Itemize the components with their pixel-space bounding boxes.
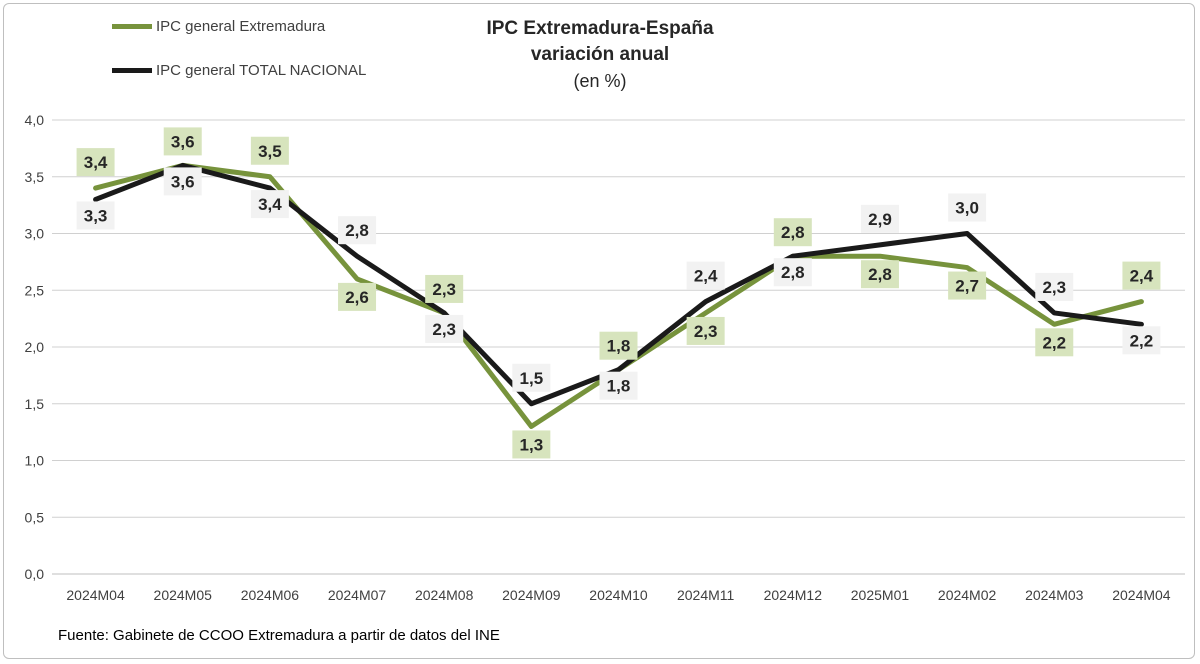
x-tick-label: 2024M12: [764, 587, 823, 603]
data-label-extremadura-bg: [948, 271, 987, 300]
data-label-extremadura: 2,3: [432, 280, 456, 299]
data-label-nacional: 2,3: [1042, 278, 1066, 297]
data-label-extremadura-bg: [773, 218, 812, 247]
data-label-extremadura-bg: [425, 274, 464, 303]
y-tick-label: 3,0: [25, 226, 45, 242]
data-label-extremadura: 2,8: [781, 223, 805, 242]
x-tick-label: 2024M11: [677, 587, 735, 603]
data-label-extremadura-bg: [860, 260, 899, 289]
data-label-extremadura: 2,2: [1042, 333, 1066, 352]
y-tick-label: 1,5: [25, 396, 45, 412]
data-label-nacional-bg: [686, 261, 725, 290]
data-label-extremadura: 1,3: [520, 435, 544, 454]
chart-subtitle-units: (en %): [573, 71, 627, 91]
data-label-extremadura: 1,8: [607, 337, 631, 356]
data-label-nacional-bg: [860, 204, 899, 233]
data-label-nacional-bg: [425, 314, 464, 343]
x-tick-label: 2024M07: [328, 587, 387, 603]
data-label-extremadura-bg: [338, 282, 377, 311]
data-label-nacional-bg: [512, 363, 551, 392]
data-label-nacional-bg: [250, 190, 289, 219]
data-label-nacional: 3,3: [84, 206, 108, 225]
data-label-nacional: 2,9: [868, 210, 892, 229]
legend-swatch-extremadura: [112, 24, 152, 29]
x-tick-label: 2024M10: [589, 587, 648, 603]
data-label-nacional: 3,4: [258, 195, 282, 214]
data-label-nacional-bg: [1122, 326, 1161, 355]
y-tick-label: 4,0: [25, 112, 45, 128]
data-label-nacional-bg: [76, 201, 115, 230]
legend-label-nacional: IPC general TOTAL NACIONAL: [156, 62, 367, 79]
data-label-extremadura-bg: [76, 148, 115, 177]
x-tick-label: 2024M09: [502, 587, 561, 603]
series-line-nacional: [93, 162, 1144, 407]
data-label-nacional: 2,3: [432, 320, 456, 339]
data-label-extremadura: 2,6: [345, 288, 369, 307]
data-label-nacional: 1,8: [607, 377, 631, 396]
legend-swatch-nacional: [112, 68, 152, 73]
data-label-nacional: 3,6: [171, 172, 195, 191]
data-label-extremadura: 3,4: [84, 153, 108, 172]
data-label-nacional-bg: [1035, 272, 1074, 301]
data-label-extremadura: 2,7: [955, 277, 979, 296]
chart-title-block: IPC Extremadura-España variación anual (…: [400, 16, 800, 94]
source-note: Fuente: Gabinete de CCOO Extremadura a p…: [58, 627, 500, 644]
chart-frame: [3, 3, 1195, 659]
y-tick-label: 3,5: [25, 169, 45, 185]
data-label-extremadura: 3,5: [258, 142, 282, 161]
data-label-nacional-bg: [599, 371, 638, 400]
data-label-nacional: 2,8: [781, 263, 805, 282]
x-tick-label: 2024M06: [241, 587, 300, 603]
data-label-extremadura-bg: [686, 316, 725, 345]
y-tick-label: 2,0: [25, 339, 45, 355]
legend-item-extremadura: IPC general Extremadura: [112, 18, 325, 35]
y-tick-label: 2,5: [25, 282, 45, 298]
x-tick-label: 2024M04: [66, 587, 125, 603]
data-label-extremadura-bg: [599, 331, 638, 360]
data-label-nacional-bg: [948, 193, 987, 222]
y-tick-label: 0,0: [25, 566, 45, 582]
data-label-nacional-bg: [338, 216, 377, 245]
data-label-nacional: 2,4: [694, 267, 718, 286]
data-label-nacional: 2,8: [345, 221, 369, 240]
y-tick-label: 1,0: [25, 453, 45, 469]
data-label-nacional-bg: [163, 167, 202, 196]
data-label-nacional: 3,0: [955, 199, 979, 218]
chart-subtitle: variación anual: [530, 44, 670, 65]
data-label-extremadura-bg: [1035, 328, 1074, 357]
data-label-extremadura: 2,4: [1130, 267, 1154, 286]
x-tick-label: 2024M08: [415, 587, 474, 603]
data-label-nacional: 1,5: [520, 369, 544, 388]
data-label-nacional: 2,2: [1130, 331, 1154, 350]
legend-label-extremadura: IPC general Extremadura: [156, 18, 326, 35]
data-label-nacional-bg: [773, 258, 812, 287]
data-label-extremadura-bg: [250, 136, 289, 165]
chart-title: IPC Extremadura-España: [486, 18, 714, 39]
data-label-extremadura: 2,8: [868, 265, 892, 284]
x-tick-label: 2024M03: [1025, 587, 1084, 603]
data-label-extremadura-bg: [512, 430, 551, 459]
y-tick-label: 0,5: [25, 509, 45, 525]
data-label-extremadura-bg: [163, 127, 202, 156]
x-tick-label: 2024M04: [1112, 587, 1171, 603]
data-label-extremadura: 2,3: [694, 322, 718, 341]
data-label-extremadura-bg: [1122, 261, 1161, 290]
x-tick-label: 2024M05: [154, 587, 213, 603]
x-tick-label: 2025M01: [851, 587, 910, 603]
legend-item-nacional: IPC general TOTAL NACIONAL: [112, 62, 366, 79]
x-tick-label: 2024M02: [938, 587, 997, 603]
data-label-extremadura: 3,6: [171, 132, 195, 151]
